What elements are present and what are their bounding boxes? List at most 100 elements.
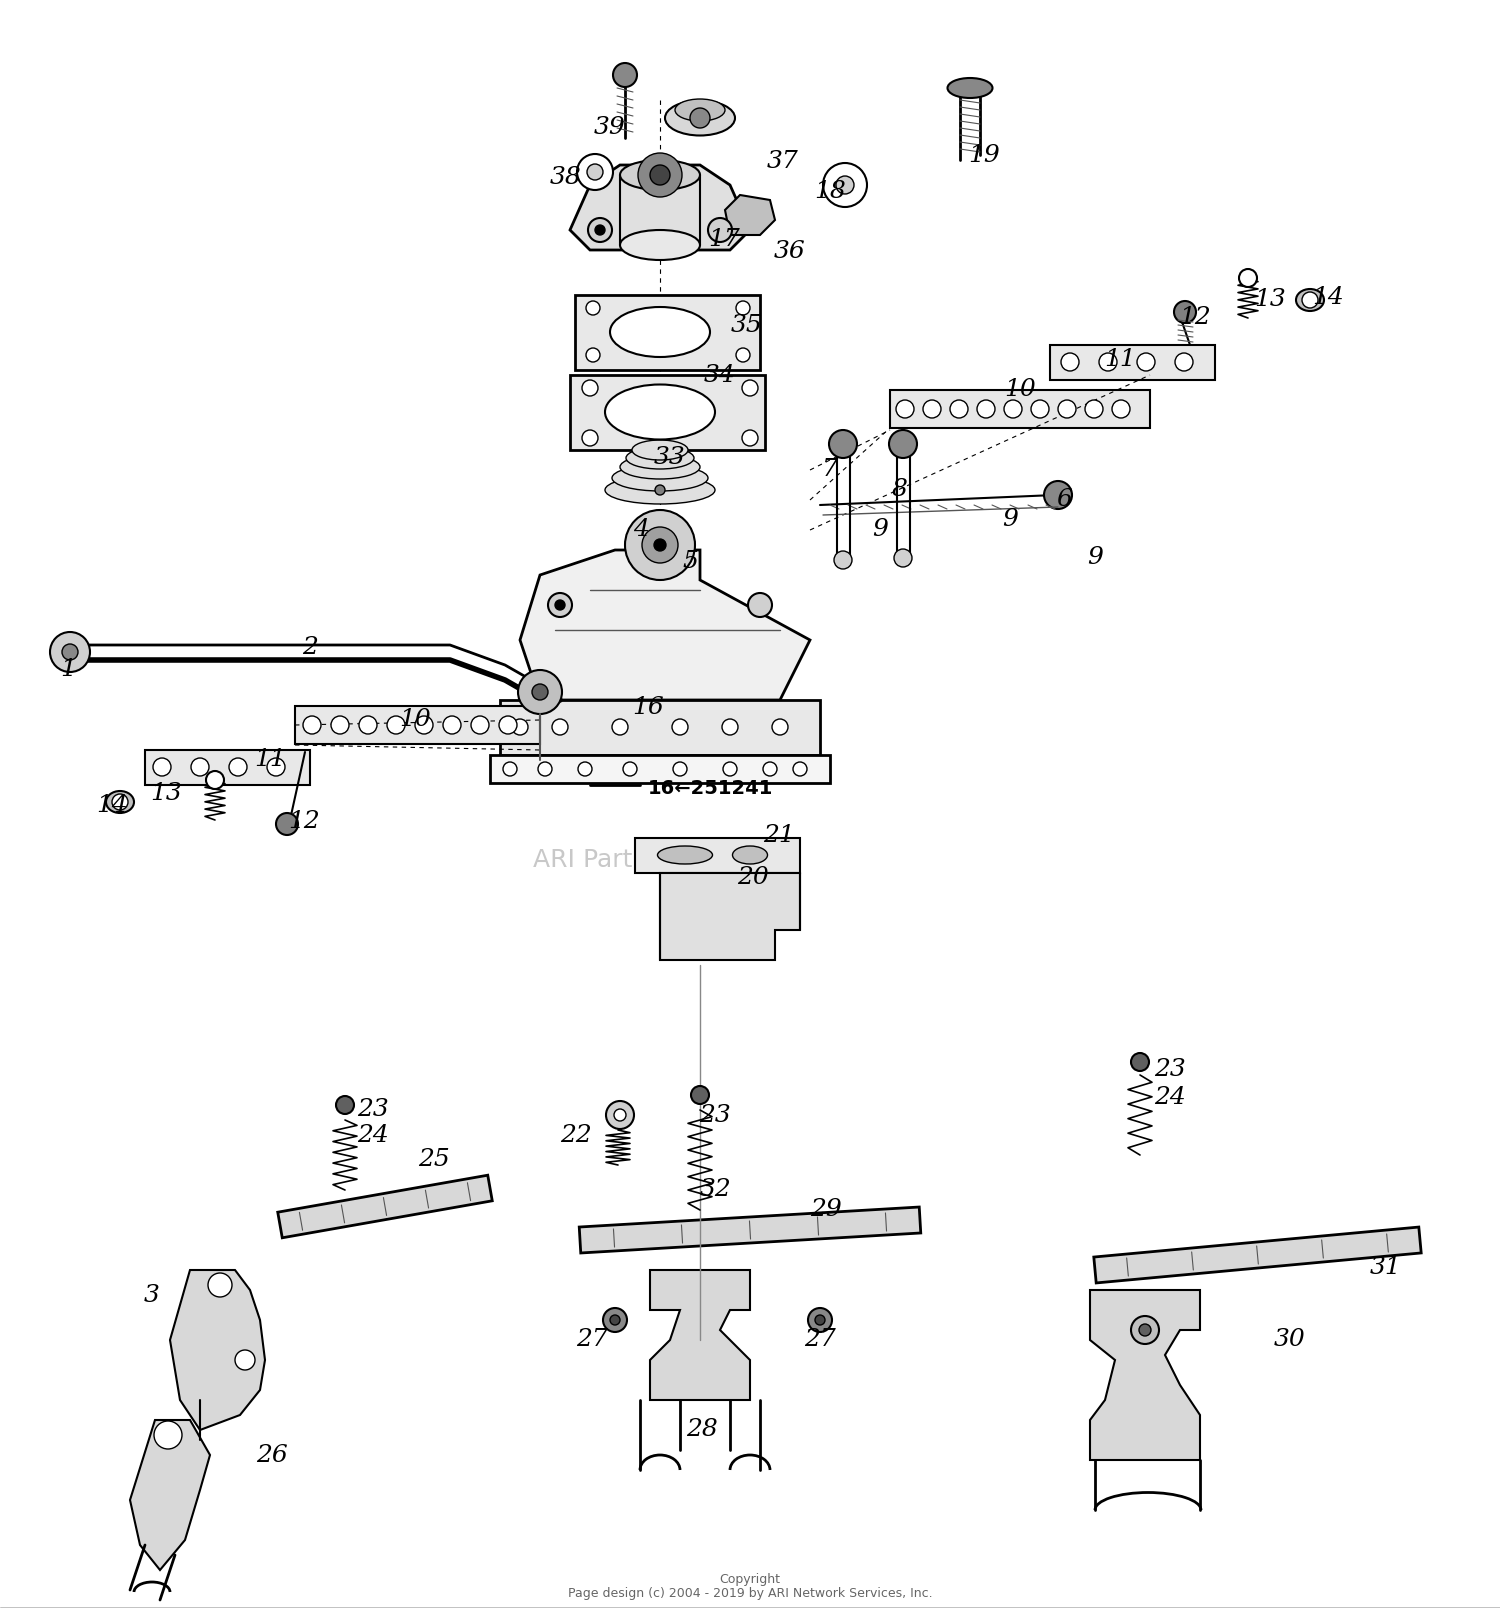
Circle shape [1100,353,1118,371]
Ellipse shape [675,98,724,121]
Circle shape [416,715,434,735]
Circle shape [112,794,128,810]
Text: 5: 5 [682,551,698,574]
Text: 7: 7 [822,459,839,482]
Polygon shape [1094,1228,1420,1282]
Bar [1050,345,1215,380]
Circle shape [387,715,405,735]
Text: Copyright: Copyright [720,1574,780,1587]
Circle shape [723,762,736,777]
Text: ARI PartStream™: ARI PartStream™ [532,847,747,872]
Circle shape [612,719,628,735]
Circle shape [586,164,603,180]
Ellipse shape [1296,288,1324,311]
Circle shape [708,217,732,242]
Circle shape [532,685,548,701]
Text: 36: 36 [774,240,806,264]
Circle shape [1131,1054,1149,1071]
Circle shape [815,1315,825,1324]
Ellipse shape [620,159,701,190]
Polygon shape [170,1269,266,1431]
Text: 23: 23 [357,1099,388,1121]
Circle shape [588,217,612,242]
Text: 12: 12 [1179,306,1210,330]
Bar [574,295,760,371]
Text: 16←251241: 16←251241 [648,778,774,797]
Text: 14: 14 [1312,287,1344,309]
Circle shape [548,593,572,617]
Circle shape [276,814,298,834]
Circle shape [236,1350,255,1369]
Text: 19: 19 [968,145,1000,168]
Circle shape [1302,292,1318,308]
Text: 22: 22 [560,1123,592,1147]
Text: 24: 24 [1154,1086,1186,1110]
Circle shape [582,430,598,446]
Circle shape [922,400,940,417]
Text: 10: 10 [399,709,430,731]
Text: 18: 18 [815,180,846,203]
Circle shape [674,762,687,777]
Circle shape [894,549,912,567]
Text: 23: 23 [1154,1058,1186,1081]
Text: 29: 29 [810,1199,842,1221]
Text: 2: 2 [302,636,318,659]
Text: 11: 11 [254,749,286,772]
Circle shape [742,430,758,446]
Circle shape [555,599,566,611]
Circle shape [642,527,678,562]
Circle shape [638,153,682,197]
Circle shape [736,301,750,316]
Text: 31: 31 [1370,1257,1402,1279]
Circle shape [512,719,528,735]
Ellipse shape [657,846,712,863]
Circle shape [896,400,914,417]
Circle shape [950,400,968,417]
Circle shape [206,772,224,789]
Circle shape [1004,400,1022,417]
Circle shape [586,301,600,316]
Circle shape [626,511,694,580]
Circle shape [471,715,489,735]
Circle shape [578,155,614,190]
Bar [500,701,820,756]
Circle shape [1058,400,1076,417]
Circle shape [267,759,285,777]
Text: 38: 38 [550,166,582,190]
Text: 3: 3 [144,1284,160,1307]
Polygon shape [660,873,800,960]
Polygon shape [278,1174,492,1237]
Circle shape [610,1315,620,1324]
Text: 13: 13 [1254,288,1286,311]
Circle shape [656,485,664,495]
Circle shape [358,715,376,735]
Text: 32: 32 [700,1179,732,1202]
Circle shape [748,593,772,617]
Circle shape [614,63,638,87]
Circle shape [1138,1324,1150,1336]
Text: 30: 30 [1274,1329,1306,1352]
Text: 10: 10 [1004,379,1036,401]
Ellipse shape [612,466,708,491]
Circle shape [1112,400,1130,417]
Circle shape [772,719,788,735]
Text: 9: 9 [1088,546,1102,570]
Circle shape [332,715,350,735]
Circle shape [50,632,90,672]
Ellipse shape [664,100,735,135]
Circle shape [736,348,750,362]
Text: 34: 34 [704,364,736,387]
Circle shape [1239,269,1257,287]
Circle shape [230,759,248,777]
Text: 11: 11 [1104,348,1136,372]
Circle shape [538,762,552,777]
Circle shape [836,176,854,193]
Text: 27: 27 [804,1329,836,1352]
Circle shape [830,430,856,458]
Circle shape [336,1095,354,1113]
Text: 9: 9 [1002,509,1019,532]
Bar [490,756,830,783]
Bar [570,375,765,449]
Circle shape [1084,400,1102,417]
Circle shape [500,715,517,735]
